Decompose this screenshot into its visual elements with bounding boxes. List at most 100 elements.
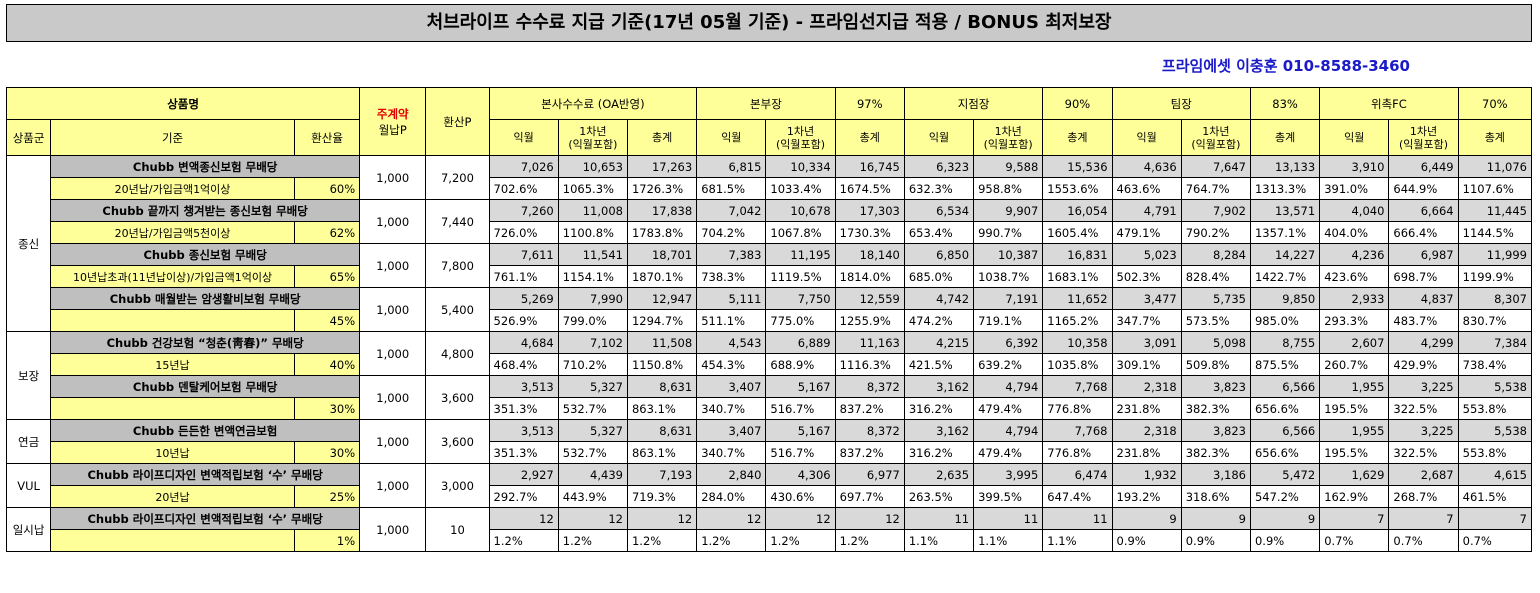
percent-cell: 382.3% [1180,441,1251,464]
amount-cell: 5,111 [696,287,767,310]
amount-cell: 4,742 [903,287,975,310]
percent-cell: 799.0% [557,309,628,332]
main-premium: 1,000 [359,331,427,376]
percent-cell: 702.6% [488,177,559,200]
percent-cell: 647.4% [1042,485,1113,508]
product-name: Chubb 매월받는 암생활비보험 무배당 [50,287,361,310]
amount-cell: 3,477 [1111,287,1182,310]
contact-info: 프라임에셋 이충훈 010-8588-3460 [1161,57,1410,75]
header-tier-rate: 97% [834,87,905,120]
percent-cell: 1605.4% [1042,221,1113,244]
amount-cell: 7,902 [1180,199,1251,222]
conversion-rate: 45% [293,309,361,332]
conversion-rate: 62% [293,221,361,244]
percent-cell: 516.7% [765,397,836,420]
percent-cell: 738.4% [1457,353,1533,376]
percent-cell: 195.5% [1319,397,1390,420]
commission-table: 상품명 주계약 월납P 환산P 본사수수료 (OA반영) 본부장 97% 지점장 90% 팀장 83… [5,87,1533,552]
header-sub: 1차년 (익월포함) [1388,119,1459,156]
header-tier-rate: 83% [1249,87,1321,120]
conversion-rate: 65% [293,265,361,288]
percent-cell: 958.8% [973,177,1044,200]
amount-cell: 9 [1180,507,1251,530]
amount-cell: 12 [557,507,628,530]
header-product-name: 상품명 [5,87,361,120]
page-title: 처브라이프 수수료 지급 기준(17년 05월 기준) - 프라임선지급 적용 … [6,4,1532,42]
percent-cell: 726.0% [488,221,559,244]
percent-cell: 479.4% [973,397,1044,420]
product-group: VUL [5,463,52,508]
product-group: 일시납 [5,507,52,552]
amount-cell: 8,372 [834,419,905,442]
amount-cell: 7,990 [557,287,628,310]
conversion-rate: 25% [293,485,361,508]
header-tier: 본사수수료 (OA반영) [488,87,698,120]
header-tier-rate: 70% [1457,87,1533,120]
converted-premium: 7,200 [425,155,490,200]
product-group: 종신 [5,155,52,332]
percent-cell: 260.7% [1319,353,1390,376]
percent-cell: 1033.4% [765,177,836,200]
amount-cell: 18,140 [834,243,905,266]
amount-cell: 8,307 [1457,287,1533,310]
amount-cell: 5,327 [557,419,628,442]
amount-cell: 11,652 [1042,287,1113,310]
amount-cell: 7,042 [696,199,767,222]
amount-cell: 11,541 [557,243,628,266]
converted-premium: 3,000 [425,463,490,508]
amount-cell: 12 [696,507,767,530]
percent-cell: 351.3% [488,397,559,420]
amount-cell: 1,955 [1319,375,1390,398]
amount-cell: 11,195 [765,243,836,266]
amount-cell: 4,543 [696,331,767,354]
amount-cell: 4,439 [557,463,628,486]
percent-cell: 985.0% [1249,309,1321,332]
percent-cell: 309.1% [1111,353,1182,376]
amount-cell: 2,607 [1319,331,1390,354]
percent-cell: 463.6% [1111,177,1182,200]
header-converted-p: 환산P [425,87,490,156]
criteria [50,397,295,420]
amount-cell: 3,823 [1180,375,1251,398]
percent-cell: 1683.1% [1042,265,1113,288]
percent-cell: 532.7% [557,441,628,464]
amount-cell: 7,768 [1042,419,1113,442]
converted-premium: 7,440 [425,199,490,244]
amount-cell: 3,995 [973,463,1044,486]
conversion-rate: 40% [293,353,361,376]
criteria: 20년납 [50,485,295,508]
percent-cell: 1.1% [1042,529,1113,552]
percent-cell: 443.9% [557,485,628,508]
percent-cell: 474.2% [903,309,975,332]
amount-cell: 13,571 [1249,199,1321,222]
amount-cell: 12 [488,507,559,530]
percent-cell: 863.1% [626,397,698,420]
converted-premium: 5,400 [425,287,490,332]
percent-cell: 573.5% [1180,309,1251,332]
amount-cell: 5,098 [1180,331,1251,354]
amount-cell: 4,837 [1388,287,1459,310]
percent-cell: 1.2% [488,529,559,552]
percent-cell: 322.5% [1388,441,1459,464]
amount-cell: 11,508 [626,331,698,354]
amount-cell: 4,615 [1457,463,1533,486]
header-sub: 총계 [626,119,698,156]
percent-cell: 479.4% [973,441,1044,464]
conversion-rate: 1% [293,529,361,552]
percent-cell: 347.7% [1111,309,1182,332]
amount-cell: 7 [1457,507,1533,530]
percent-cell: 1814.0% [834,265,905,288]
percent-cell: 162.9% [1319,485,1390,508]
percent-cell: 509.8% [1180,353,1251,376]
amount-cell: 4,215 [903,331,975,354]
amount-cell: 14,227 [1249,243,1321,266]
main-premium: 1,000 [359,287,427,332]
main-premium: 1,000 [359,419,427,464]
amount-cell: 16,054 [1042,199,1113,222]
amount-cell: 5,023 [1111,243,1182,266]
amount-cell: 4,299 [1388,331,1459,354]
amount-cell: 9 [1249,507,1321,530]
percent-cell: 0.7% [1457,529,1533,552]
amount-cell: 10,678 [765,199,836,222]
percent-cell: 316.2% [903,397,975,420]
